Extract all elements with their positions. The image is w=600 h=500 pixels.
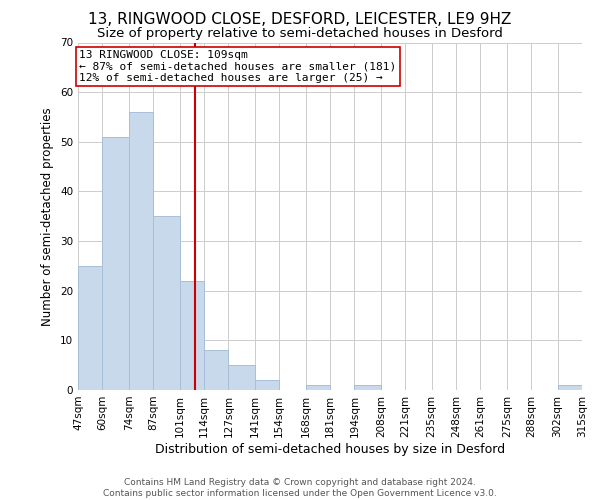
- Bar: [153, 216, 179, 390]
- Bar: [179, 281, 204, 390]
- Bar: [557, 385, 582, 390]
- Bar: [305, 385, 330, 390]
- Bar: [229, 365, 255, 390]
- Bar: [204, 350, 229, 390]
- Bar: [103, 137, 129, 390]
- Text: Size of property relative to semi-detached houses in Desford: Size of property relative to semi-detach…: [97, 28, 503, 40]
- Bar: [355, 385, 381, 390]
- Y-axis label: Number of semi-detached properties: Number of semi-detached properties: [41, 107, 55, 326]
- X-axis label: Distribution of semi-detached houses by size in Desford: Distribution of semi-detached houses by …: [155, 442, 505, 456]
- Bar: [129, 112, 153, 390]
- Text: 13, RINGWOOD CLOSE, DESFORD, LEICESTER, LE9 9HZ: 13, RINGWOOD CLOSE, DESFORD, LEICESTER, …: [88, 12, 512, 28]
- Text: 13 RINGWOOD CLOSE: 109sqm
← 87% of semi-detached houses are smaller (181)
12% of: 13 RINGWOOD CLOSE: 109sqm ← 87% of semi-…: [79, 50, 396, 83]
- Text: Contains HM Land Registry data © Crown copyright and database right 2024.
Contai: Contains HM Land Registry data © Crown c…: [103, 478, 497, 498]
- Bar: [78, 266, 103, 390]
- Bar: [255, 380, 279, 390]
